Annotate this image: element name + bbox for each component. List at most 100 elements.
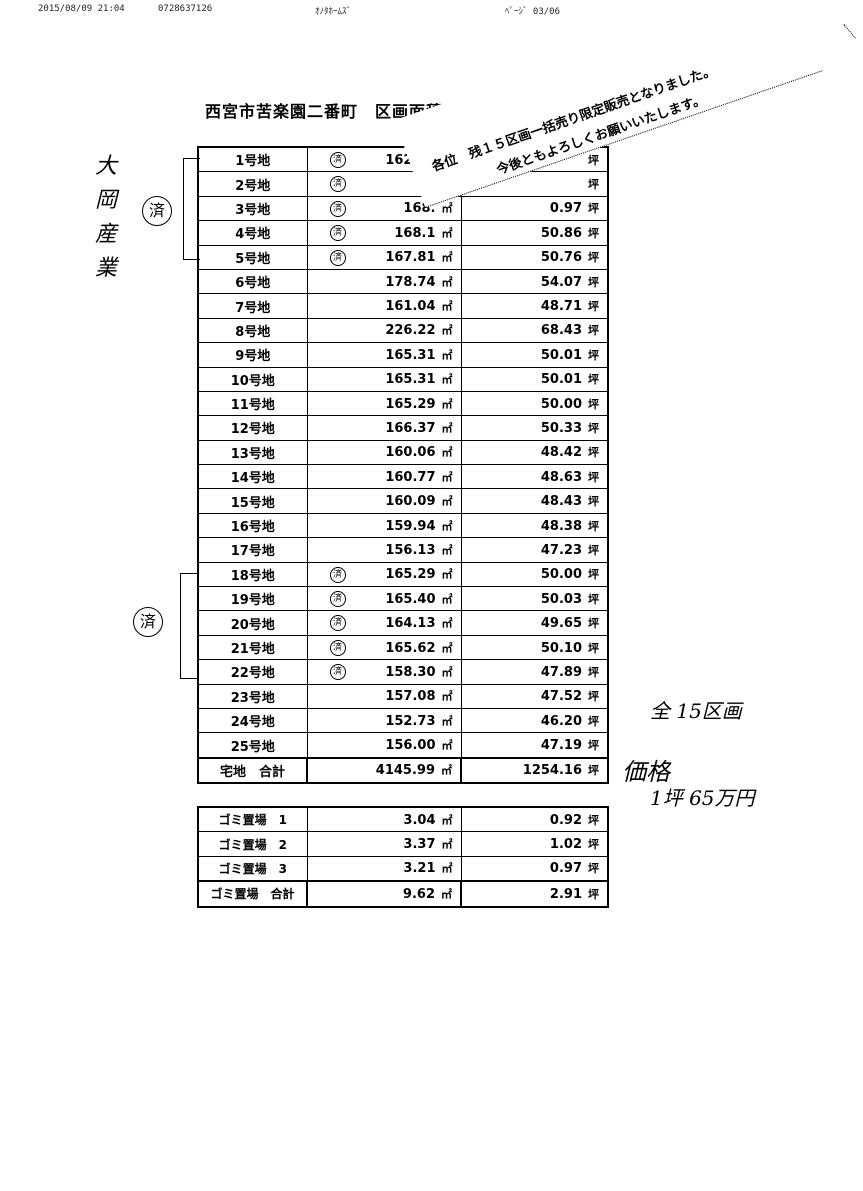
area-tsubo-cell: 48.42 坪 (460, 439, 609, 466)
total-row: ゴミ置場 合計 9.62 ㎡ 2.91 坪 (197, 880, 609, 908)
tsubo-unit: 坪 (588, 641, 599, 655)
sold-stamp-icon: 済 (329, 225, 346, 242)
area-sqm: 165.29 (385, 567, 436, 583)
sqm-unit: ㎡ (441, 397, 453, 411)
area-tsubo-cell: 48.38 坪 (460, 512, 609, 539)
area-tsubo: 54.07 (540, 274, 582, 290)
lot-name: ゴミ置場 1 (197, 806, 308, 833)
tsubo-unit: 坪 (588, 251, 599, 265)
sqm-unit: ㎡ (441, 617, 453, 631)
lot-name: 14号地 (197, 464, 308, 490)
lot-name: ゴミ置場 合計 (197, 880, 308, 908)
area-tsubo: 47.52 (540, 689, 582, 705)
tsubo-unit: 坪 (588, 470, 599, 484)
tsubo-unit: 坪 (588, 862, 599, 876)
handwritten-price-label: 価格 (622, 758, 670, 786)
area-sqm: 160.77 (385, 469, 436, 485)
area-sqm-cell: 226.22 ㎡ (306, 317, 462, 344)
area-tsubo: 50.01 (540, 372, 582, 388)
area-sqm-cell: 156.00 ㎡ (306, 732, 462, 759)
tsubo-unit: 坪 (588, 887, 599, 901)
area-tsubo-cell: 47.52 坪 (460, 683, 609, 709)
area-tsubo-cell: 54.07 坪 (460, 268, 609, 295)
area-tsubo-cell: 50.00 坪 (460, 561, 609, 588)
area-sqm-cell: 152.73 ㎡ (306, 707, 462, 734)
area-sqm: 165.31 (385, 372, 436, 388)
area-tsubo: 50.03 (540, 591, 582, 607)
lot-name: 22号地 (197, 659, 308, 685)
table-row: 8号地 226.22 ㎡ 68.43 坪 (197, 317, 609, 344)
area-tsubo-cell: 47.89 坪 (460, 659, 609, 685)
area-sqm: 4145.99 (375, 763, 435, 779)
area-tsubo: 2.91 (549, 886, 582, 902)
table-row: 19号地 済 165.40 ㎡ 50.03 坪 (197, 586, 609, 612)
table-row: 25号地 156.00 ㎡ 47.19 坪 (197, 732, 609, 759)
area-tsubo-cell: 0.97 坪 (460, 855, 609, 882)
area-tsubo-cell: 2.91 坪 (460, 880, 609, 908)
sold-stamp-icon: 済 (329, 639, 346, 656)
sqm-unit: ㎡ (441, 421, 453, 435)
table-row: ゴミ置場 2 3.37 ㎡ 1.02 坪 (197, 831, 609, 857)
area-sqm: 161.04 (385, 299, 436, 315)
area-sqm-cell: 3.04 ㎡ (306, 806, 462, 833)
area-tsubo-cell: 47.23 坪 (460, 537, 609, 563)
area-sqm-cell: 156.13 ㎡ (306, 537, 462, 563)
page-title: 西宮市苦楽園二番町 区画面積 (205, 102, 444, 121)
area-tsubo: 68.43 (540, 323, 582, 339)
area-sqm: 9.62 (402, 886, 435, 902)
tsubo-unit: 坪 (588, 275, 599, 289)
area-tsubo: 50.86 (540, 225, 582, 241)
lot-name: 18号地 (197, 561, 308, 588)
tsubo-unit: 坪 (588, 813, 599, 827)
area-sqm-cell: 3.37 ㎡ (306, 831, 462, 857)
tsubo-unit: 坪 (588, 324, 599, 338)
area-tsubo: 50.01 (540, 347, 582, 363)
area-sqm: 165.31 (385, 347, 436, 363)
bracket-lots-18-22 (180, 573, 199, 679)
area-sqm-cell: 済 165.62 ㎡ (306, 634, 462, 661)
area-sqm: 157.08 (385, 689, 436, 705)
lot-name: 23号地 (197, 683, 308, 709)
tsubo-unit: 坪 (588, 519, 599, 533)
table-row: 10号地 165.31 ㎡ 50.01 坪 (197, 366, 609, 392)
table-row: 12号地 166.37 ㎡ 50.33 坪 (197, 415, 609, 441)
area-sqm-cell: 4145.99 ㎡ (306, 756, 462, 785)
area-sqm-cell: 済 165.29 ㎡ (306, 561, 462, 588)
table-row: 4号地 済 168.1 ㎡ 50.86 坪 (197, 220, 609, 246)
area-tsubo-cell: 50.00 坪 (460, 390, 609, 417)
table-row: 22号地 済 158.30 ㎡ 47.89 坪 (197, 659, 609, 685)
sqm-unit: ㎡ (441, 251, 453, 265)
table-row: 16号地 159.94 ㎡ 48.38 坪 (197, 512, 609, 539)
area-tsubo-cell: 49.65 坪 (460, 610, 609, 636)
sqm-unit: ㎡ (441, 373, 453, 387)
table-row: 23号地 157.08 ㎡ 47.52 坪 (197, 683, 609, 709)
area-sqm: 167.81 (385, 250, 436, 266)
area-tsubo: 50.10 (540, 640, 582, 656)
handwritten-buyer: 大岡産業 (95, 154, 118, 281)
area-sqm: 164.13 (385, 616, 436, 632)
area-sqm: 156.13 (385, 542, 436, 558)
sqm-unit: ㎡ (441, 202, 453, 216)
fax-page: ﾍﾟｰｼﾞ 03/06 (505, 7, 561, 17)
area-tsubo-cell: 48.43 坪 (460, 488, 609, 514)
area-tsubo: 50.00 (540, 567, 582, 583)
sqm-unit: ㎡ (441, 764, 452, 778)
lot-name: 6号地 (197, 268, 308, 295)
lot-name: 19号地 (197, 586, 308, 612)
area-sqm-cell: 9.62 ㎡ (306, 880, 462, 908)
table-row: 24号地 152.73 ㎡ 46.20 坪 (197, 707, 609, 734)
area-tsubo-cell: 50.86 坪 (460, 220, 609, 246)
lot-name: 10号地 (197, 366, 308, 392)
area-sqm: 3.04 (403, 812, 436, 828)
area-sqm-cell: 済 168.1 ㎡ (306, 220, 462, 246)
area-sqm: 156.00 (385, 738, 436, 754)
sqm-unit: ㎡ (441, 568, 453, 582)
area-sqm-cell: 済 164.13 ㎡ (306, 610, 462, 636)
tsubo-unit: 坪 (588, 543, 599, 557)
area-tsubo-cell: 48.71 坪 (460, 293, 609, 319)
tsubo-unit: 坪 (588, 348, 599, 362)
tsubo-unit: 坪 (588, 300, 599, 314)
lot-name: 2号地 (197, 171, 308, 197)
table-row: 13号地 160.06 ㎡ 48.42 坪 (197, 439, 609, 466)
area-tsubo-cell: 50.76 坪 (460, 244, 609, 270)
